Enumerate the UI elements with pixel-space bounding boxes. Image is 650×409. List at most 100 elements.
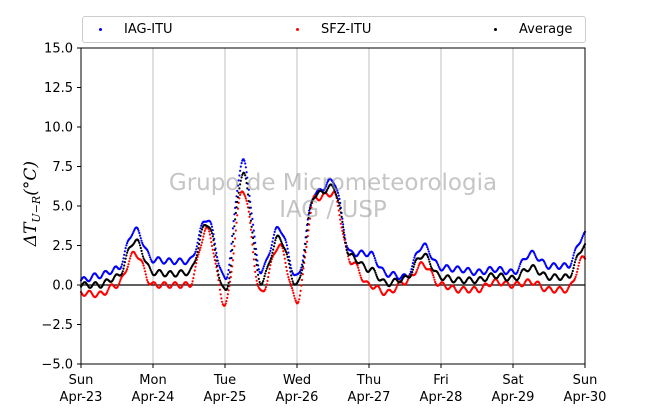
data-point-iag-itu [140,239,143,242]
data-point-sfz-itu [244,195,247,198]
data-point-average [234,211,237,215]
data-point-average [228,271,232,274]
x-tick-label-date: Apr-23 [60,390,103,405]
data-point-sfz-itu [573,277,577,280]
data-point-sfz-itu [208,230,211,233]
data-point-average [218,276,221,279]
data-point-sfz-itu [347,255,350,258]
data-point-iag-itu [141,241,144,244]
data-point-sfz-itu [127,263,130,266]
data-point-average [247,200,250,203]
data-point-sfz-itu [252,258,255,261]
data-point-sfz-itu [190,284,193,287]
data-point-iag-itu [230,242,233,245]
data-point-sfz-itu [194,265,197,268]
data-point-average [246,193,250,196]
data-point-average [231,240,234,243]
data-point-sfz-itu [416,266,420,269]
data-point-iag-itu [253,235,256,238]
data-point-sfz-itu [300,278,304,282]
data-point-sfz-itu [348,260,351,263]
data-point-average [519,273,522,276]
data-point-sfz-itu [300,284,303,287]
data-point-average [298,278,301,281]
data-point-average [410,273,413,276]
data-point-iag-itu [245,171,248,174]
data-point-sfz-itu [210,241,213,244]
data-point-sfz-itu [249,228,252,231]
data-point-average [244,177,247,180]
data-point-iag-itu [264,261,267,264]
data-point-sfz-itu [128,260,131,263]
y-tick-label: 7.5 [52,160,73,175]
data-point-iag-itu [269,249,272,252]
data-point-sfz-itu [117,284,120,287]
data-point-average [254,258,258,261]
data-point-sfz-itu [128,257,132,260]
data-point-sfz-itu [199,246,202,249]
x-tick-label-date: Apr-27 [348,390,391,405]
data-point-iag-itu [252,229,255,232]
data-point-average [123,264,126,267]
data-point-iag-itu [196,241,199,244]
data-point-average [250,225,253,228]
data-point-average [200,231,203,234]
data-point-iag-itu [136,227,139,231]
data-point-average [290,274,293,277]
data-point-average [199,234,202,237]
data-point-average [217,273,220,276]
data-point-iag-itu [569,264,572,267]
data-point-iag-itu [283,237,286,240]
data-point-iag-itu [300,263,304,266]
data-point-sfz-itu [265,283,268,286]
data-point-iag-itu [270,247,273,250]
data-point-average [274,239,277,242]
data-point-iag-itu [233,213,236,216]
data-point-sfz-itu [578,261,581,264]
data-point-sfz-itu [357,269,360,272]
data-point-sfz-itu [239,193,242,196]
data-point-iag-itu [272,233,276,236]
legend-label-iag-itu: IAG-ITU [124,22,173,37]
data-point-average [308,211,311,215]
data-point-average [288,262,291,265]
data-point-sfz-itu [338,214,341,217]
data-point-sfz-itu [252,251,255,254]
data-point-iag-itu [325,183,328,186]
data-point-sfz-itu [255,279,258,282]
data-point-iag-itu [125,244,128,247]
data-point-average [229,264,232,267]
data-point-sfz-itu [288,280,291,283]
data-point-sfz-itu [243,193,246,196]
data-point-average [272,248,275,251]
data-point-sfz-itu [359,274,362,277]
data-point-average [228,277,231,280]
data-point-sfz-itu [291,289,294,292]
data-point-average [138,241,141,244]
data-point-average [198,238,201,241]
data-point-iag-itu [262,265,265,268]
data-point-iag-itu [338,197,341,200]
data-point-sfz-itu [539,284,542,287]
data-point-sfz-itu [577,264,580,267]
data-point-sfz-itu [254,275,258,278]
data-point-average [429,263,432,266]
data-point-average [149,267,152,270]
data-point-average [251,231,254,234]
data-point-sfz-itu [396,284,399,287]
legend-marker-average [494,28,497,31]
data-point-iag-itu [426,246,429,249]
data-point-average [197,247,200,250]
data-point-iag-itu [210,225,214,228]
data-point-sfz-itu [293,297,296,300]
data-point-average [215,259,218,262]
data-point-sfz-itu [235,221,238,224]
data-point-iag-itu [581,235,584,238]
data-point-sfz-itu [341,229,344,232]
data-point-average [210,229,213,232]
data-point-average [226,287,229,290]
data-point-iag-itu [124,247,127,250]
y-axis-label-main: ΔT [20,222,41,247]
data-point-average [302,260,305,264]
data-point-sfz-itu [198,248,201,252]
